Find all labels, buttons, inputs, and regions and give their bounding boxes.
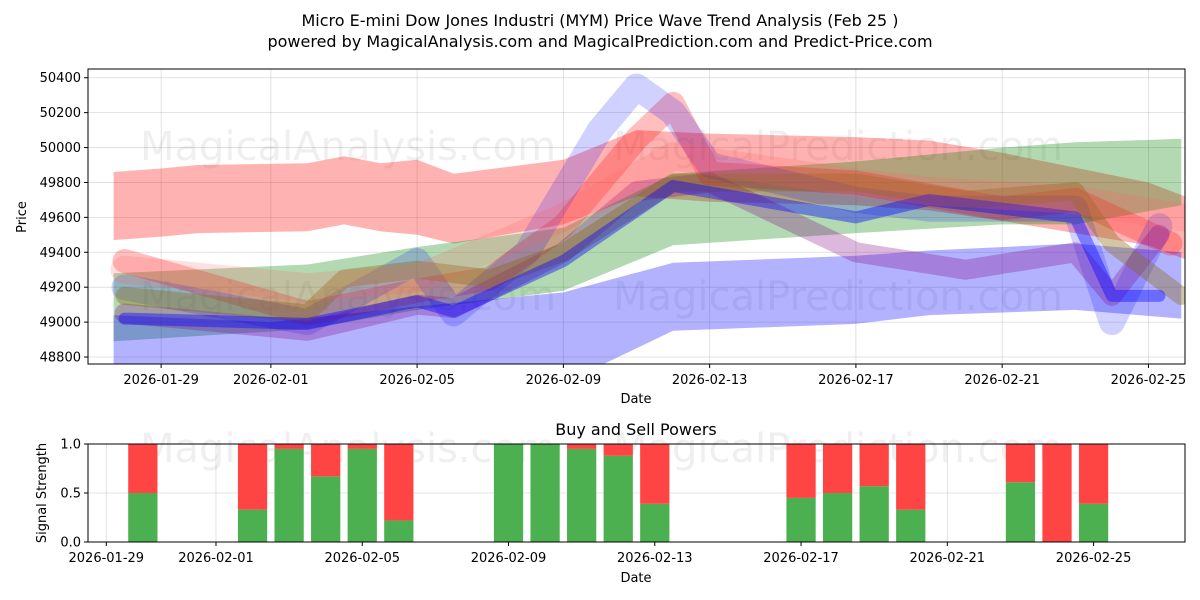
price-wave-lines xyxy=(110,73,1185,341)
bottom-x-tick-label: 2026-02-01 xyxy=(178,551,254,566)
watermark-prediction-mid: MagicalPrediction.com xyxy=(613,274,1063,320)
top-y-tick-label: 50200 xyxy=(40,106,81,121)
bottom-x-tick-label: 2026-02-09 xyxy=(471,551,547,566)
top-x-tick-label: 2026-01-29 xyxy=(123,373,199,388)
buy-bar xyxy=(859,486,889,542)
bottom-x-tick-label: 2026-02-25 xyxy=(1056,551,1132,566)
buy-bar xyxy=(1005,482,1036,542)
buy-bar xyxy=(493,444,524,542)
top-grid xyxy=(88,69,1185,364)
sell-bar xyxy=(347,444,377,449)
sell-bar xyxy=(567,444,597,449)
buy-bar xyxy=(786,497,816,542)
price-wave-panel: MagicalAnalysis.com MagicalPrediction.co… xyxy=(15,68,1186,407)
wave-line-5 xyxy=(118,180,1166,330)
top-y-tick-label: 48800 xyxy=(40,351,81,366)
buy-bar xyxy=(822,493,853,542)
wave-line-4 xyxy=(115,173,1185,323)
top-x-tick-label: 2026-02-17 xyxy=(818,373,894,388)
top-y-tick-label: 50000 xyxy=(40,141,81,156)
top-watermarks: MagicalAnalysis.com MagicalPrediction.co… xyxy=(140,124,1063,320)
bottom-y-tick-label: 1.0 xyxy=(60,438,81,453)
top-plot-frame xyxy=(87,68,1186,365)
sell-bar xyxy=(1042,444,1072,542)
wave-line-6 xyxy=(110,142,1185,302)
top-x-tick-label: 2026-02-21 xyxy=(964,373,1040,388)
sell-bar xyxy=(1078,444,1109,504)
watermark-analysis-mid: MagicalAnalysis.com xyxy=(140,274,556,320)
top-x-tick-label: 2026-02-01 xyxy=(233,373,309,388)
top-y-tick-label: 49600 xyxy=(40,211,81,226)
top-y-tick-label: 49400 xyxy=(40,246,81,261)
buy-bar xyxy=(274,448,304,542)
bottom-y-label: Signal Strength xyxy=(35,443,50,543)
wave-line-2 xyxy=(111,73,1173,336)
sell-bar xyxy=(640,444,670,504)
top-x-tick-label: 2026-02-05 xyxy=(379,373,455,388)
top-x-axis: 2026-01-29 2026-02-01 2026-02-05 2026-02-09… xyxy=(123,364,1186,388)
buy-bar xyxy=(128,493,158,542)
buy-bar xyxy=(896,509,926,542)
top-y-tick-label: 49200 xyxy=(40,281,81,296)
sell-bar xyxy=(1005,444,1036,483)
bottom-x-axis: 2026-01-29 2026-02-01 2026-02-05 2026-02-09… xyxy=(69,542,1132,566)
sell-bar xyxy=(859,444,889,487)
bottom-title: Buy and Sell Powers xyxy=(555,420,717,439)
green-band xyxy=(113,138,1182,342)
watermark-analysis-top: MagicalAnalysis.com xyxy=(140,124,556,170)
blue-lower-band xyxy=(113,243,1182,364)
sell-bar xyxy=(603,444,633,456)
bottom-x-tick-label: 2026-02-17 xyxy=(763,551,839,566)
top-y-tick-label: 49800 xyxy=(40,176,81,191)
red-upper-band xyxy=(113,130,1185,260)
sell-bar xyxy=(384,444,414,521)
sell-bar xyxy=(311,444,341,477)
top-x-tick-label: 2026-02-25 xyxy=(1111,373,1187,388)
bottom-x-tick-label: 2026-02-21 xyxy=(910,551,986,566)
sell-bar xyxy=(822,444,853,493)
bottom-x-label: Date xyxy=(620,571,651,586)
top-y-tick-label: 50400 xyxy=(40,71,81,86)
top-y-tick-label: 49000 xyxy=(40,316,81,331)
top-x-tick-label: 2026-02-13 xyxy=(672,373,748,388)
sell-bar xyxy=(128,444,158,493)
buy-bar xyxy=(237,509,268,542)
buy-bar xyxy=(347,448,377,542)
figure-title-line2: powered by MagicalAnalysis.com and Magic… xyxy=(267,32,932,51)
sell-bar xyxy=(786,444,816,498)
top-x-tick-label: 2026-02-09 xyxy=(526,373,602,388)
buy-bar xyxy=(1078,503,1109,542)
bottom-x-tick-label: 2026-02-05 xyxy=(324,551,400,566)
bottom-y-axis: 0.0 0.5 1.0 xyxy=(60,438,88,551)
sell-bar xyxy=(274,444,304,449)
sell-bar xyxy=(896,444,926,510)
signal-bars xyxy=(128,444,1109,542)
buy-bar xyxy=(384,520,414,542)
buy-bar xyxy=(640,503,670,542)
buy-bar xyxy=(567,448,597,542)
price-bands xyxy=(113,130,1185,364)
wave-line-1 xyxy=(112,91,1183,326)
sell-bar xyxy=(237,444,268,510)
wave-line-3 xyxy=(114,172,1170,341)
figure-title-line1: Micro E-mini Dow Jones Industri (MYM) Pr… xyxy=(301,11,898,30)
bottom-x-tick-label: 2026-01-29 xyxy=(69,551,145,566)
buy-bar xyxy=(311,476,341,542)
buy-sell-panel: Buy and Sell Powers MagicalAnalysis.com … xyxy=(35,420,1186,586)
bottom-y-tick-label: 0.0 xyxy=(60,536,81,551)
watermark-prediction-top: MagicalPrediction.com xyxy=(613,124,1063,170)
bottom-y-tick-label: 0.5 xyxy=(60,487,81,502)
top-y-axis: 48800 49000 49200 49400 49600 49800 50000 50200… xyxy=(40,71,88,366)
top-y-label: Price xyxy=(15,201,30,233)
bottom-x-tick-label: 2026-02-13 xyxy=(617,551,693,566)
top-x-label: Date xyxy=(620,392,651,407)
buy-bar xyxy=(603,455,633,542)
buy-bar xyxy=(530,444,560,542)
